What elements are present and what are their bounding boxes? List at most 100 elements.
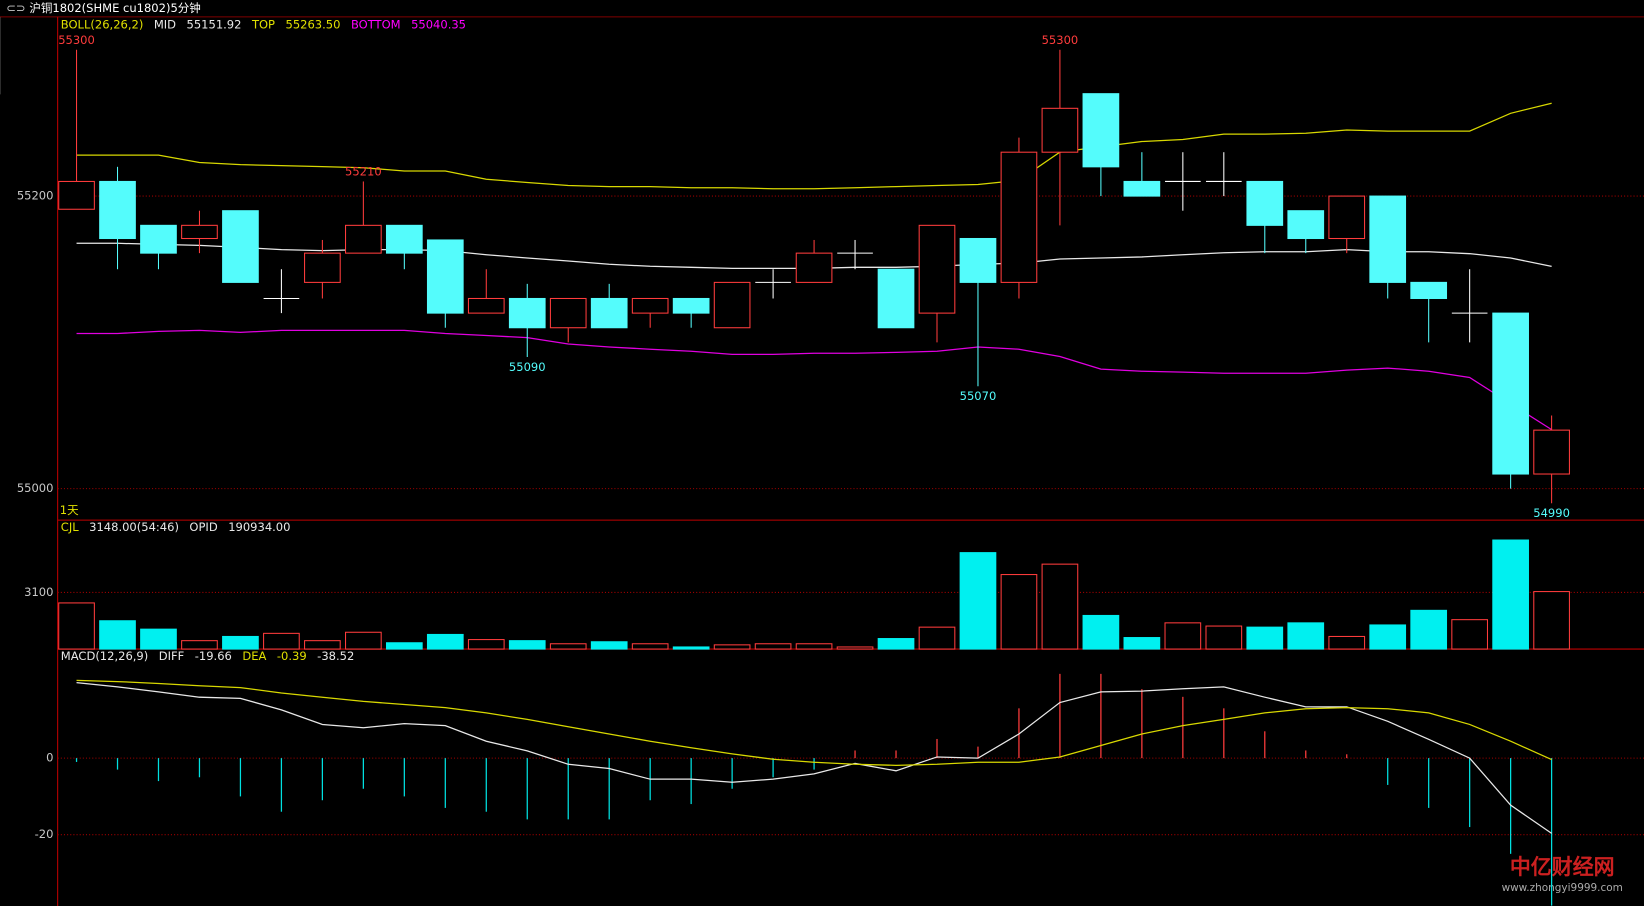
volume-bar	[508, 640, 546, 650]
candle-body	[672, 297, 710, 314]
volume-bar	[754, 643, 792, 650]
candle-body	[1369, 195, 1407, 283]
extreme-label: 55090	[509, 360, 546, 374]
candle-body	[345, 224, 382, 254]
line	[76, 329, 1552, 431]
candle-body	[58, 180, 95, 210]
candle-body	[1492, 312, 1529, 475]
y-tick-label: 0	[46, 751, 53, 765]
candle-body	[222, 210, 259, 283]
volume-bar	[426, 633, 464, 650]
volume-bar	[1205, 625, 1243, 650]
candle-body	[713, 281, 751, 329]
candle-body	[467, 297, 505, 314]
volume-bar	[99, 620, 136, 650]
y-tick-label: 55000	[17, 481, 54, 495]
candle-body	[1287, 210, 1325, 240]
candle-body	[959, 237, 997, 283]
candle-body	[631, 297, 669, 314]
y-tick-label: 3100	[24, 585, 53, 599]
legend-text: BOLL(26,26,2)	[61, 18, 144, 32]
extreme-label: 55210	[345, 165, 382, 179]
volume-bar	[1328, 635, 1366, 650]
legend-text: 55040.35	[411, 18, 466, 32]
watermark-title: 中亿财经网	[1510, 855, 1615, 879]
y-tick-label: 55200	[17, 189, 54, 203]
legend-text: 3148.00(54:46)	[89, 520, 179, 534]
volume-bar	[1082, 614, 1120, 650]
volume-bar	[713, 644, 751, 650]
candle-body	[1533, 429, 1570, 475]
legend-text: MID	[154, 18, 176, 32]
legend-text: DIFF	[159, 649, 185, 663]
candle-body	[1328, 195, 1366, 240]
candle-body	[181, 224, 218, 240]
line	[76, 102, 1552, 190]
legend-text: -38.52	[317, 649, 354, 663]
candle-body	[508, 297, 546, 329]
volume-bar	[1451, 619, 1489, 650]
extreme-label: 55070	[960, 389, 997, 403]
legend-text: 55151.92	[187, 18, 242, 32]
candle-body	[1246, 180, 1284, 226]
legend-text: CJL	[61, 520, 79, 534]
line	[76, 679, 1552, 766]
extreme-label: 55300	[58, 33, 95, 47]
volume-bar	[467, 639, 505, 650]
volume-bar	[140, 628, 177, 650]
volume-bar	[1246, 626, 1284, 650]
watermark-url: www.zhongyi9999.com	[1502, 882, 1623, 894]
volume-bar	[263, 632, 300, 650]
volume-bar	[877, 638, 915, 650]
extreme-label: 55300	[1042, 33, 1079, 47]
volume-bar	[1041, 563, 1079, 650]
volume-bar	[672, 646, 710, 650]
volume-bar	[345, 631, 382, 650]
candle-body	[549, 297, 587, 329]
volume-bar	[181, 640, 218, 650]
line	[76, 681, 1552, 834]
volume-bar	[959, 552, 997, 650]
volume-bar	[1410, 609, 1448, 650]
volume-bar	[549, 643, 587, 650]
candle-body	[426, 239, 464, 314]
volume-bar	[836, 646, 874, 650]
candle-body	[304, 252, 341, 283]
period-label: 1天	[60, 503, 79, 517]
window-icon: ⊂⊃	[6, 1, 25, 15]
candle-body	[877, 268, 915, 329]
legend-text: -0.39	[277, 649, 307, 663]
legend-text: 55263.50	[286, 18, 341, 32]
legend-text: DEA	[242, 649, 266, 663]
legend-text: TOP	[251, 18, 275, 32]
volume-bar	[385, 642, 423, 650]
volume-bar	[590, 641, 628, 650]
legend-text: MACD(12,26,9)	[61, 649, 148, 663]
candle-body	[1082, 93, 1120, 168]
volume-bar	[631, 643, 669, 650]
y-tick-label: -20	[35, 827, 54, 841]
candle-body	[1041, 107, 1079, 153]
candle-body	[1000, 151, 1038, 283]
legend-text: 190934.00	[228, 520, 290, 534]
volume-bar	[1533, 591, 1570, 650]
volume-bar	[222, 635, 259, 650]
candle-body	[140, 224, 177, 254]
candle-body	[1410, 281, 1448, 300]
volume-bar	[58, 602, 95, 650]
candle-body	[918, 224, 956, 314]
volume-bar	[795, 643, 833, 650]
volume-bar	[1164, 622, 1202, 650]
volume-bar	[1287, 622, 1325, 650]
volume-bar	[1123, 637, 1161, 650]
volume-bar	[1000, 574, 1038, 650]
candle-body	[1123, 180, 1161, 197]
volume-bar	[1369, 624, 1407, 650]
legend-text: -19.66	[195, 649, 232, 663]
candle-body	[385, 224, 423, 254]
legend-text: OPID	[189, 520, 217, 534]
volume-bar	[1492, 539, 1529, 650]
candle-body	[795, 252, 833, 283]
